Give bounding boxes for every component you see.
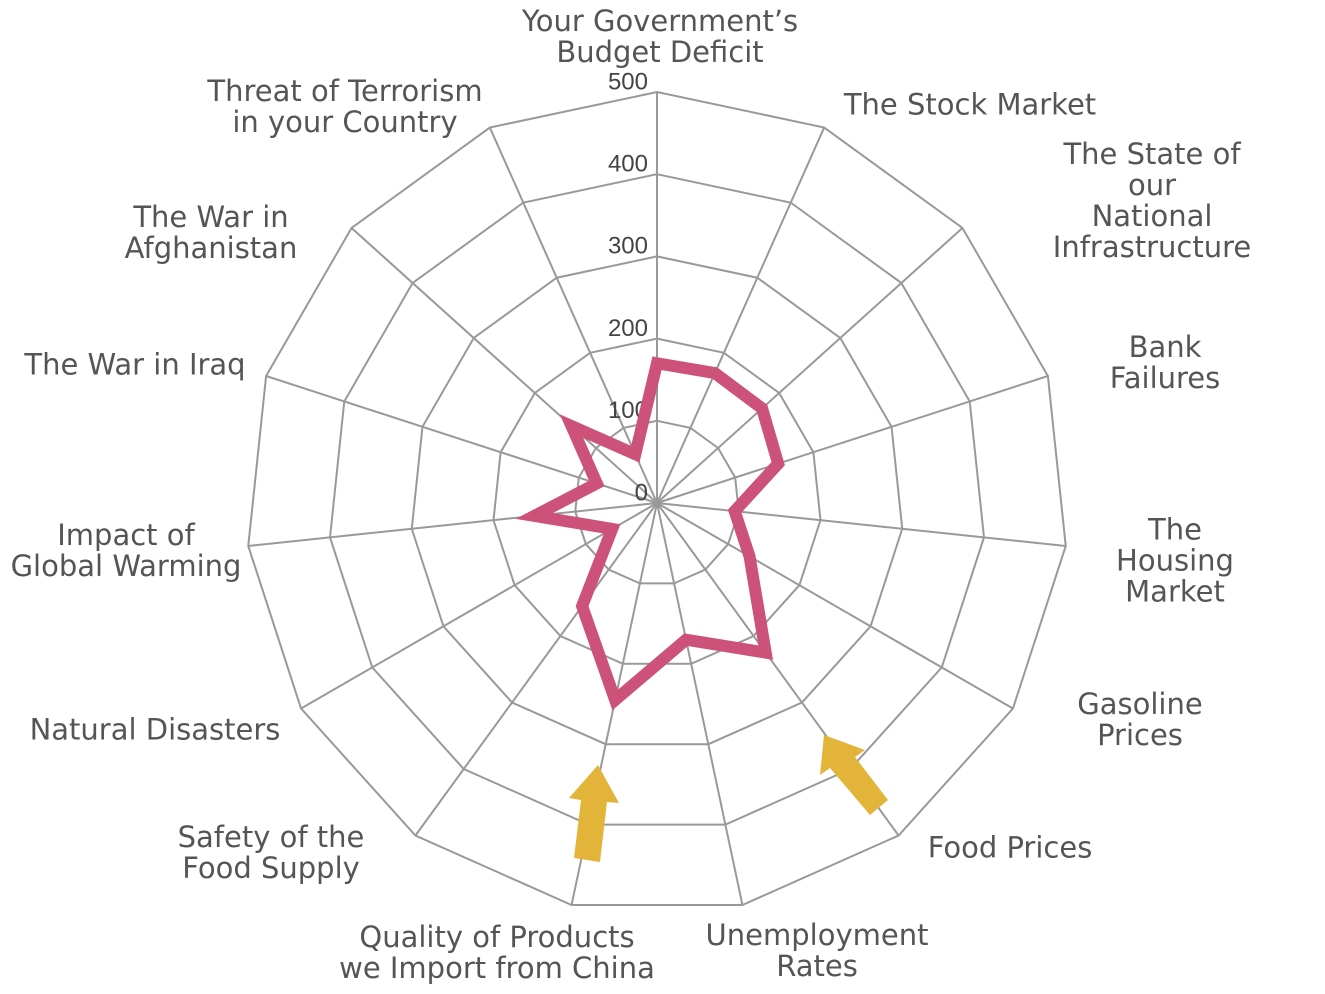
data-line (515, 356, 785, 711)
category-label: Natural Disasters (29, 712, 281, 747)
spoke (656, 127, 826, 504)
category-label: The Stock Market (843, 87, 1097, 122)
y-tick-label: 0 (635, 479, 648, 506)
y-tick-label: 400 (608, 151, 648, 178)
category-label: Bank Failures (1109, 330, 1221, 395)
y-tick-label: 500 (608, 68, 648, 95)
spoke (300, 502, 658, 710)
spoke (488, 127, 658, 504)
spoke (414, 502, 658, 837)
spoke (656, 502, 1066, 547)
spoke (656, 375, 1049, 504)
spoke (656, 227, 964, 504)
category-label: Impact of Global Warming (10, 518, 242, 583)
marks (515, 356, 785, 711)
spoke (350, 227, 658, 504)
category-label: Gasoline Prices (1077, 687, 1203, 752)
arrow (569, 765, 619, 862)
category-label: Threat of Terrorism in your Country (207, 74, 483, 139)
category-label: Safety of the Food Supply (177, 820, 365, 885)
category-label: Your Government’s Budget Deficit (521, 4, 799, 69)
category-label: The War in Iraq (24, 347, 246, 382)
arrow (820, 735, 888, 815)
spoke (248, 502, 658, 547)
annotations (569, 735, 888, 862)
category-label: The War in Afghanistan (124, 200, 298, 265)
spoke (656, 502, 1014, 710)
category-label: Food Prices (927, 830, 1093, 865)
category-label: The Housing Market (1116, 512, 1234, 609)
y-tick-label: 300 (608, 233, 648, 260)
grid-ring (328, 173, 986, 826)
y-tick-label: 200 (608, 315, 648, 342)
category-label: Quality of Products we Import from China (339, 920, 655, 985)
grid-ring (410, 255, 904, 746)
grid-ring (247, 90, 1067, 907)
spoke (656, 502, 744, 906)
category-label: The State of our National Infrastructure (1052, 137, 1252, 264)
category-label: Unemployment Rates (705, 918, 929, 983)
